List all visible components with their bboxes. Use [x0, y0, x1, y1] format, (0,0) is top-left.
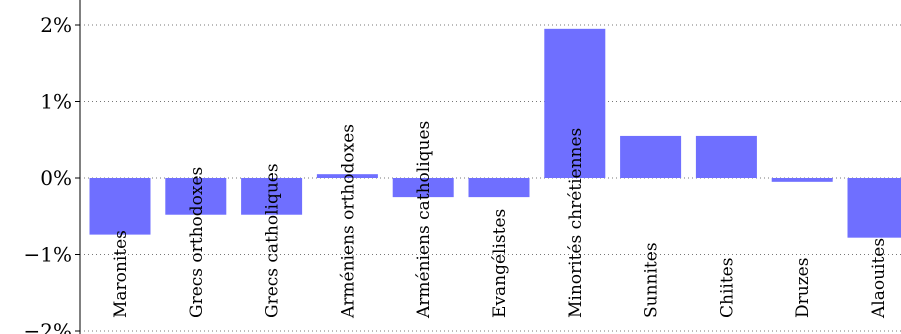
category-label: Alaouites — [869, 238, 889, 319]
bar-9 — [695, 135, 757, 178]
category-label: Druzes — [793, 258, 813, 318]
bar-10 — [771, 178, 833, 182]
category-label: Chiites — [717, 258, 737, 318]
y-tick-label: 0% — [40, 166, 72, 190]
bar-8 — [620, 135, 682, 178]
bar-7 — [544, 28, 606, 179]
category-label: Arméniens catholiques — [414, 121, 434, 319]
category-label: Arméniens orthodoxes — [338, 124, 358, 319]
bar-1 — [89, 178, 151, 235]
y-tick-label: −2% — [24, 319, 73, 334]
category-label: Grecs catholiques — [263, 163, 283, 318]
bar-11 — [847, 178, 901, 238]
category-label: Grecs orthodoxes — [187, 167, 207, 318]
y-axis-ticks: 2% 1% 0% −1% −2% — [24, 13, 80, 334]
y-tick-label: 1% — [40, 90, 72, 114]
category-label: Maronites — [111, 230, 131, 318]
bar-2 — [165, 178, 227, 215]
category-labels: Maronites Grecs orthodoxes Grecs catholiqu… — [111, 121, 889, 319]
y-tick-label: −1% — [24, 243, 73, 267]
bar-4 — [316, 174, 378, 178]
category-label: Evangélistes — [490, 209, 510, 318]
bar-5 — [392, 178, 454, 198]
category-label: Sunnites — [642, 242, 662, 318]
bar-6 — [468, 178, 530, 198]
bars — [89, 28, 901, 238]
bar-3 — [241, 178, 303, 215]
y-tick-label: 2% — [40, 13, 72, 37]
category-label: Minorités chrétiennes — [566, 128, 586, 318]
